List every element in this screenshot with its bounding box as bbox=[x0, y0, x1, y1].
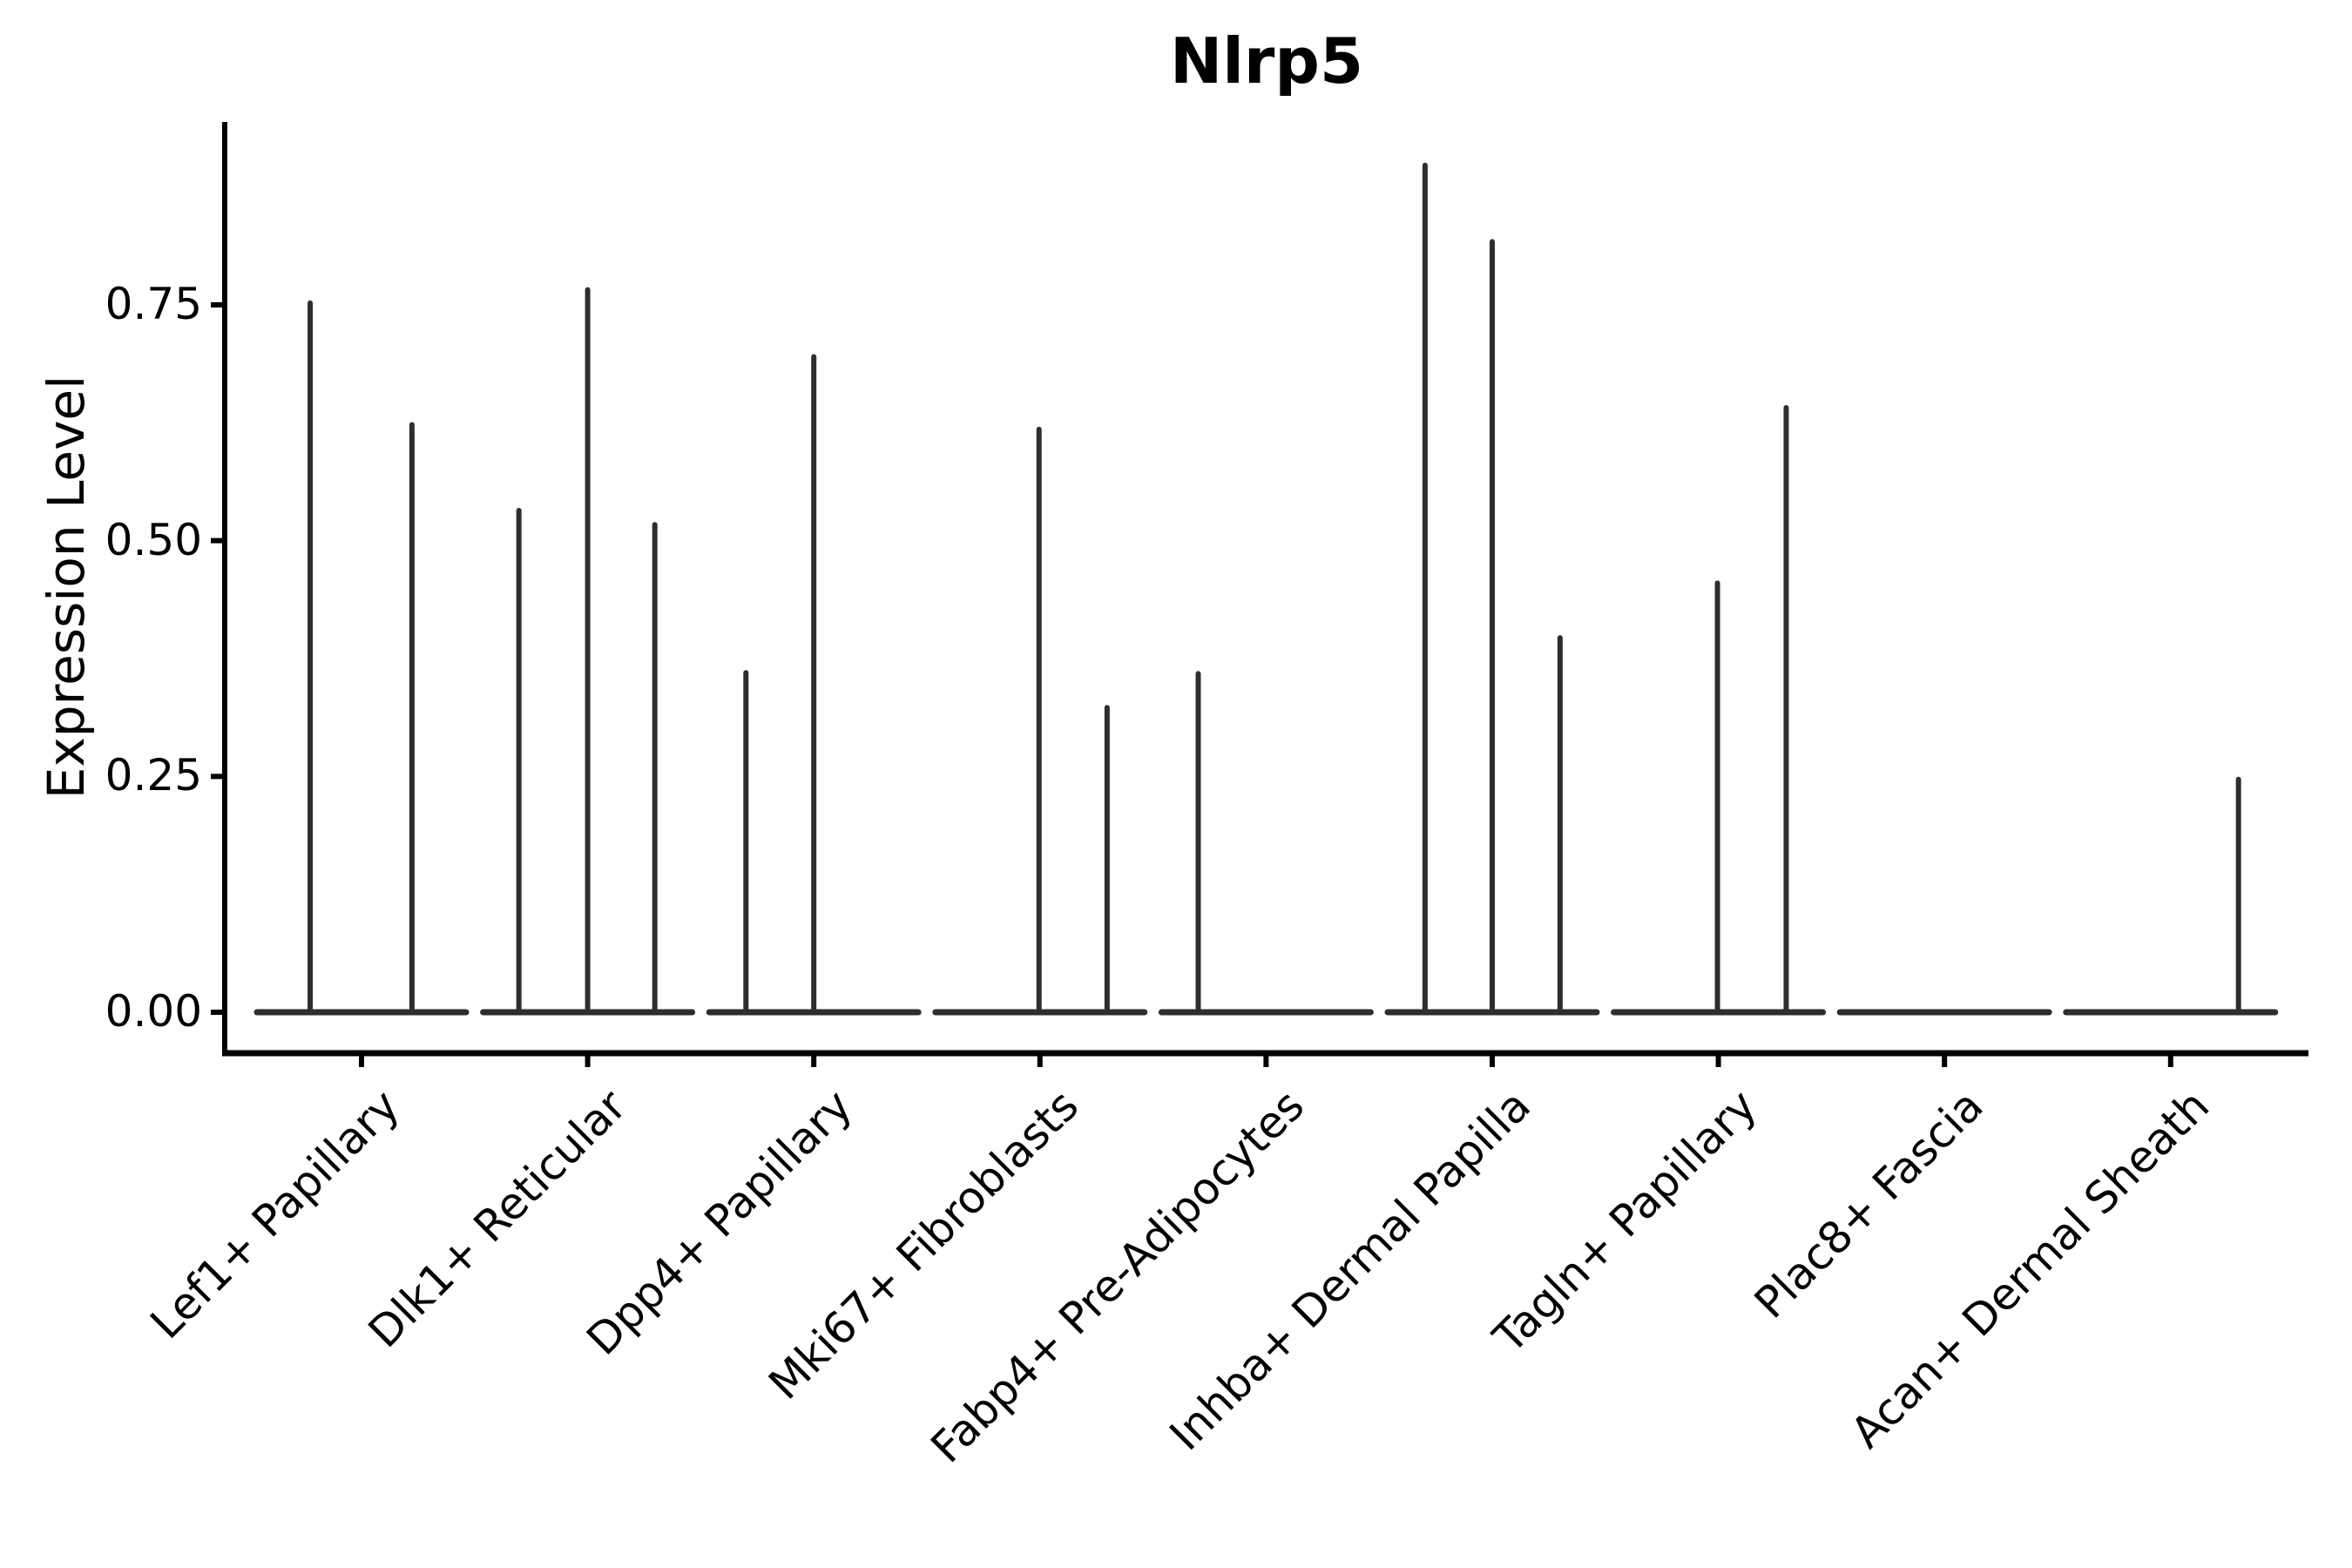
chart-title: Nlrp5 bbox=[1169, 24, 1364, 98]
y-tick-label: 0.00 bbox=[105, 985, 202, 1037]
y-tick-label: 0.25 bbox=[105, 750, 202, 801]
y-tick-label: 0.50 bbox=[105, 514, 202, 565]
y-tick-label: 0.75 bbox=[105, 278, 202, 329]
y-axis-label: Expression Level bbox=[37, 375, 96, 800]
